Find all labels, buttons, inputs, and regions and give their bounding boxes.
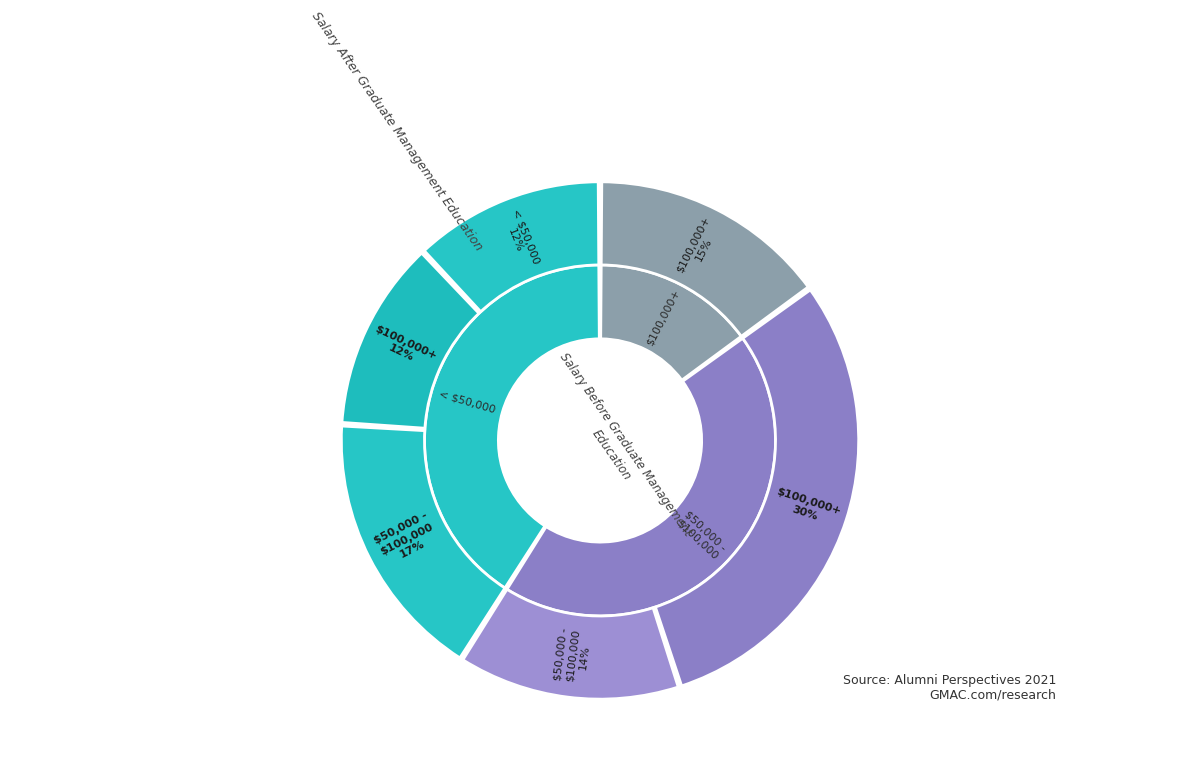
Text: $100,000+
15%: $100,000+ 15%	[674, 215, 722, 279]
Wedge shape	[425, 265, 599, 588]
Text: $50,000 -
$100,000
17%: $50,000 - $100,000 17%	[373, 511, 440, 567]
Text: Salary After Graduate Management Education: Salary After Graduate Management Educati…	[308, 9, 485, 253]
Text: < $50,000
12%: < $50,000 12%	[499, 207, 541, 270]
Text: $100,000+
30%: $100,000+ 30%	[772, 487, 841, 528]
Wedge shape	[342, 254, 479, 428]
Circle shape	[498, 339, 702, 542]
Text: Source: Alumni Perspectives 2021
GMAC.com/research: Source: Alumni Perspectives 2021 GMAC.co…	[842, 674, 1056, 702]
Text: < $50,000: < $50,000	[438, 389, 497, 415]
Text: $50,000 -
$100,000: $50,000 - $100,000	[674, 509, 727, 562]
Text: $100,000+
12%: $100,000+ 12%	[368, 324, 438, 372]
Text: Salary Before Graduate Management
Education: Salary Before Graduate Management Educat…	[544, 351, 694, 548]
Wedge shape	[425, 182, 599, 312]
Wedge shape	[463, 590, 678, 699]
Wedge shape	[601, 265, 742, 380]
Wedge shape	[655, 290, 859, 686]
Wedge shape	[601, 182, 809, 336]
Text: $100,000+: $100,000+	[644, 287, 682, 347]
Wedge shape	[506, 339, 775, 616]
Text: $50,000 -
$100,000
14%: $50,000 - $100,000 14%	[553, 627, 593, 684]
Wedge shape	[341, 426, 505, 658]
